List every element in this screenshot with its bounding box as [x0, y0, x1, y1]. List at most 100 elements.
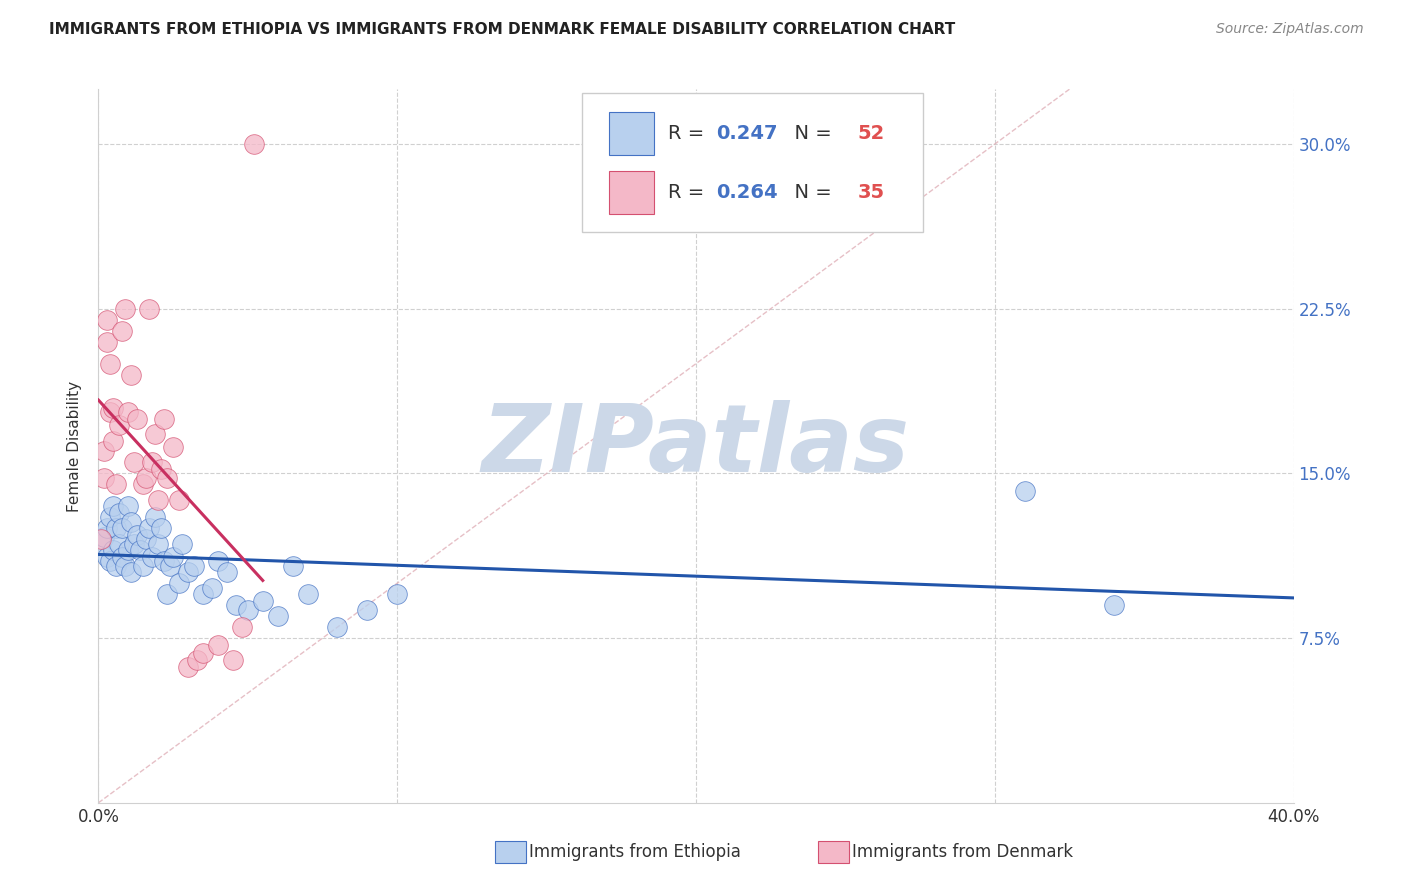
Point — [156, 471, 179, 485]
Point — [120, 566, 142, 580]
Point — [93, 530, 115, 544]
Point — [105, 521, 128, 535]
Text: N =: N = — [782, 183, 838, 202]
Text: R =: R = — [668, 183, 711, 202]
Point — [108, 506, 131, 520]
Point — [207, 638, 229, 652]
Point — [186, 653, 208, 667]
Point — [114, 558, 136, 573]
Point — [167, 576, 190, 591]
Text: IMMIGRANTS FROM ETHIOPIA VS IMMIGRANTS FROM DENMARK FEMALE DISABILITY CORRELATIO: IMMIGRANTS FROM ETHIOPIA VS IMMIGRANTS F… — [49, 22, 956, 37]
Point — [127, 528, 149, 542]
Point — [143, 426, 166, 441]
Text: Immigrants from Denmark: Immigrants from Denmark — [852, 843, 1073, 861]
Point — [129, 543, 152, 558]
Point — [1104, 598, 1126, 612]
Point — [191, 647, 214, 661]
Point — [93, 471, 115, 485]
Point — [117, 500, 139, 514]
Point — [111, 549, 134, 564]
Point — [98, 554, 122, 568]
Text: N =: N = — [782, 124, 838, 143]
Point — [243, 137, 266, 152]
Point — [1014, 483, 1036, 498]
Point — [281, 558, 304, 573]
Point — [90, 537, 112, 551]
Point — [326, 620, 349, 634]
Point — [162, 549, 184, 564]
Point — [96, 521, 118, 535]
Point — [138, 301, 160, 316]
Point — [96, 334, 118, 349]
Point — [96, 549, 118, 564]
Point — [150, 521, 173, 535]
Point — [156, 587, 179, 601]
Point — [252, 594, 274, 608]
Point — [127, 411, 149, 425]
Point — [385, 587, 409, 601]
Text: Immigrants from Ethiopia: Immigrants from Ethiopia — [529, 843, 741, 861]
Point — [105, 558, 128, 573]
Point — [138, 521, 160, 535]
Point — [167, 492, 190, 507]
Point — [111, 521, 134, 535]
Text: 35: 35 — [858, 183, 884, 202]
FancyBboxPatch shape — [609, 112, 654, 155]
Point — [117, 543, 139, 558]
Point — [114, 301, 136, 316]
Point — [141, 549, 163, 564]
Y-axis label: Female Disability: Female Disability — [67, 380, 83, 512]
Point — [148, 492, 170, 507]
Point — [231, 620, 253, 634]
Point — [111, 324, 134, 338]
Point — [105, 477, 128, 491]
Point — [90, 533, 112, 547]
Point — [153, 411, 176, 425]
Point — [98, 405, 122, 419]
Point — [124, 537, 146, 551]
Text: 52: 52 — [858, 124, 884, 143]
Point — [117, 405, 139, 419]
Point — [124, 455, 146, 469]
Point — [120, 515, 142, 529]
Point — [183, 558, 205, 573]
Point — [201, 581, 224, 595]
Point — [120, 368, 142, 382]
Point — [103, 434, 125, 448]
Point — [108, 537, 131, 551]
FancyBboxPatch shape — [609, 171, 654, 214]
Point — [150, 462, 173, 476]
Point — [96, 312, 118, 326]
Point — [297, 587, 319, 601]
Point — [93, 444, 115, 458]
Point — [236, 602, 259, 616]
Point — [148, 537, 170, 551]
Point — [98, 357, 122, 371]
Text: 0.264: 0.264 — [716, 183, 778, 202]
Point — [103, 401, 125, 415]
Point — [132, 477, 155, 491]
Point — [103, 543, 125, 558]
Point — [225, 598, 247, 612]
Point — [172, 537, 194, 551]
Text: R =: R = — [668, 124, 711, 143]
Point — [222, 653, 245, 667]
FancyBboxPatch shape — [582, 93, 922, 232]
Point — [143, 510, 166, 524]
Point — [215, 566, 238, 580]
Text: Source: ZipAtlas.com: Source: ZipAtlas.com — [1216, 22, 1364, 37]
Point — [132, 558, 155, 573]
Point — [153, 554, 176, 568]
Point — [177, 566, 200, 580]
Point — [141, 455, 163, 469]
Point — [267, 609, 290, 624]
Point — [162, 440, 184, 454]
Point — [103, 500, 125, 514]
Point — [108, 418, 131, 433]
Point — [135, 471, 157, 485]
Point — [207, 554, 229, 568]
Point — [177, 659, 200, 673]
Point — [98, 510, 122, 524]
Point — [135, 533, 157, 547]
Point — [159, 558, 181, 573]
